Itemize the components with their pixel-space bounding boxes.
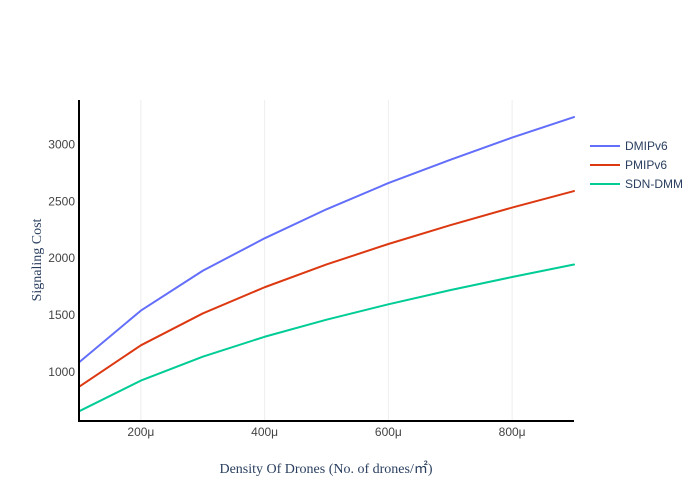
x-tick-labels: 200μ 400μ 600μ 800μ xyxy=(127,425,525,439)
x-tick-label: 200μ xyxy=(127,425,154,439)
legend-label: PMIPv6 xyxy=(625,158,667,172)
legend-label: DMIPv6 xyxy=(625,139,668,153)
x-tick-label: 400μ xyxy=(251,425,278,439)
y-axis-title: Signaling Cost xyxy=(30,218,45,301)
legend-item: DMIPv6 xyxy=(590,139,668,153)
x-tick-label: 600μ xyxy=(375,425,402,439)
series-line-sdn-dmm xyxy=(78,263,575,413)
x-axis-title: Density Of Drones (No. of drones/㎡) xyxy=(219,461,432,477)
y-tick-label: 1000 xyxy=(48,365,75,379)
y-tick-label: 2000 xyxy=(48,251,75,265)
series-lines xyxy=(78,116,575,413)
y-tick-label: 2500 xyxy=(48,194,75,208)
legend: DMIPv6 PMIPv6 SDN-DMM xyxy=(590,139,683,191)
y-tick-label: 1500 xyxy=(48,308,75,322)
x-tick-label: 800μ xyxy=(499,425,526,439)
legend-label: SDN-DMM xyxy=(625,177,683,191)
gridlines xyxy=(140,100,513,421)
series-line-dmipv6 xyxy=(78,116,575,364)
legend-item: SDN-DMM xyxy=(590,177,683,191)
axes xyxy=(78,100,574,422)
series-line-pmipv6 xyxy=(78,190,575,388)
y-tick-labels: 1000 1500 2000 2500 3000 xyxy=(48,137,75,379)
y-tick-label: 3000 xyxy=(48,137,75,151)
legend-item: PMIPv6 xyxy=(590,158,667,172)
